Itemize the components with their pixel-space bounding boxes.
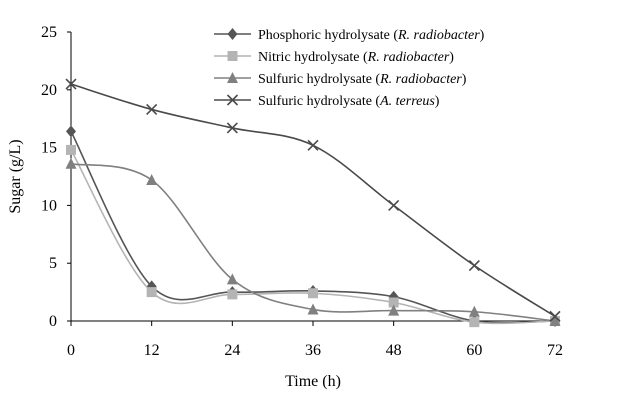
legend-label-close: ) — [480, 28, 485, 43]
y-tick-label: 0 — [49, 313, 57, 330]
data-point — [146, 103, 158, 116]
data-point — [146, 287, 157, 298]
x-tick-label: 60 — [466, 342, 482, 359]
x-tick-label: 0 — [67, 342, 75, 359]
series-line — [70, 83, 556, 318]
x-marker-stroke — [65, 78, 77, 90]
legend-marker — [226, 94, 239, 106]
legend-entry-2: Nitric hydrolysate (R. radiobacter) — [214, 50, 454, 65]
legend-label-close: ) — [435, 94, 440, 109]
x-marker-stroke — [226, 94, 239, 106]
data-point — [307, 303, 319, 315]
legend-entry-4: Sulfuric hydrolysate (A. terreus) — [214, 94, 440, 109]
y-tick-label: 5 — [49, 255, 57, 272]
series-3 — [65, 157, 561, 326]
data-point — [549, 310, 561, 322]
ticks: 0 5 10 15 20 25 0 12 24 36 48 60 72 — [41, 24, 563, 359]
legend-label-italic: R. radiobacter — [379, 72, 462, 87]
x-marker-stroke — [468, 259, 480, 272]
data-point — [66, 144, 76, 155]
x-marker-stroke — [226, 122, 238, 134]
data-point — [226, 273, 238, 285]
x-tick-label: 12 — [144, 342, 160, 359]
data-point — [226, 122, 238, 134]
x-tick-label: 24 — [224, 342, 240, 359]
data-point — [227, 289, 238, 300]
legend-label: Sulfuric hydrolysate (A. terreus) — [258, 94, 440, 109]
legend-label-italic: A. terreus — [379, 94, 435, 109]
series-2 — [66, 144, 560, 328]
data-point — [65, 78, 77, 90]
x-tick-label: 36 — [305, 342, 321, 359]
legend-label: Nitric hydrolysate (R. radiobacter) — [258, 50, 454, 65]
legend-label-text: Sulfuric hydrolysate ( — [258, 72, 380, 87]
legend-entry-3: Sulfuric hydrolysate (R. radiobacter) — [214, 72, 467, 87]
x-marker-stroke — [388, 199, 400, 211]
y-axis-label: Sugar (g/L) — [7, 139, 24, 213]
legend-marker — [227, 28, 238, 40]
legend-label: Phosphoric hydrolysate (R. radiobacter) — [258, 28, 485, 43]
data-point — [308, 288, 318, 299]
data-point — [549, 315, 561, 326]
legend-label-italic: R. radiobacter — [397, 28, 480, 43]
data-point — [388, 297, 399, 308]
y-tick-label: 15 — [41, 140, 57, 157]
data-point — [65, 157, 77, 169]
series-layer — [65, 78, 561, 328]
x-marker-stroke — [146, 103, 158, 116]
legend-label-close: ) — [462, 72, 467, 87]
x-tick-label: 72 — [547, 342, 563, 359]
legend-marker — [227, 51, 238, 61]
data-point — [66, 125, 76, 138]
x-marker-stroke — [307, 139, 319, 151]
x-axis-label: Time (h) — [285, 373, 341, 390]
data-point — [388, 304, 400, 316]
legend-label-italic: R. radiobacter — [367, 50, 450, 65]
legend-label-text: Nitric hydrolysate ( — [258, 50, 368, 65]
legend-label-close: ) — [449, 50, 454, 65]
data-point — [146, 173, 158, 185]
data-point — [468, 305, 480, 317]
legend-marker — [227, 72, 238, 83]
legend-label: Sulfuric hydrolysate (R. radiobacter) — [258, 72, 467, 87]
legend: Phosphoric hydrolysate (R. radiobacter)N… — [214, 28, 485, 109]
data-point — [469, 317, 480, 328]
y-tick-label: 10 — [41, 197, 57, 214]
legend-label-text: Phosphoric hydrolysate ( — [258, 28, 398, 43]
y-tick-label: 20 — [41, 82, 57, 99]
legend-entry-1: Phosphoric hydrolysate (R. radiobacter) — [214, 28, 485, 43]
x-tick-label: 48 — [386, 342, 402, 359]
legend-label-text: Sulfuric hydrolysate ( — [258, 94, 380, 109]
x-marker-stroke — [549, 310, 561, 322]
data-point — [388, 199, 400, 211]
data-point — [307, 139, 319, 151]
data-point — [468, 259, 480, 272]
y-tick-label: 25 — [41, 24, 57, 41]
series-4 — [65, 78, 561, 322]
